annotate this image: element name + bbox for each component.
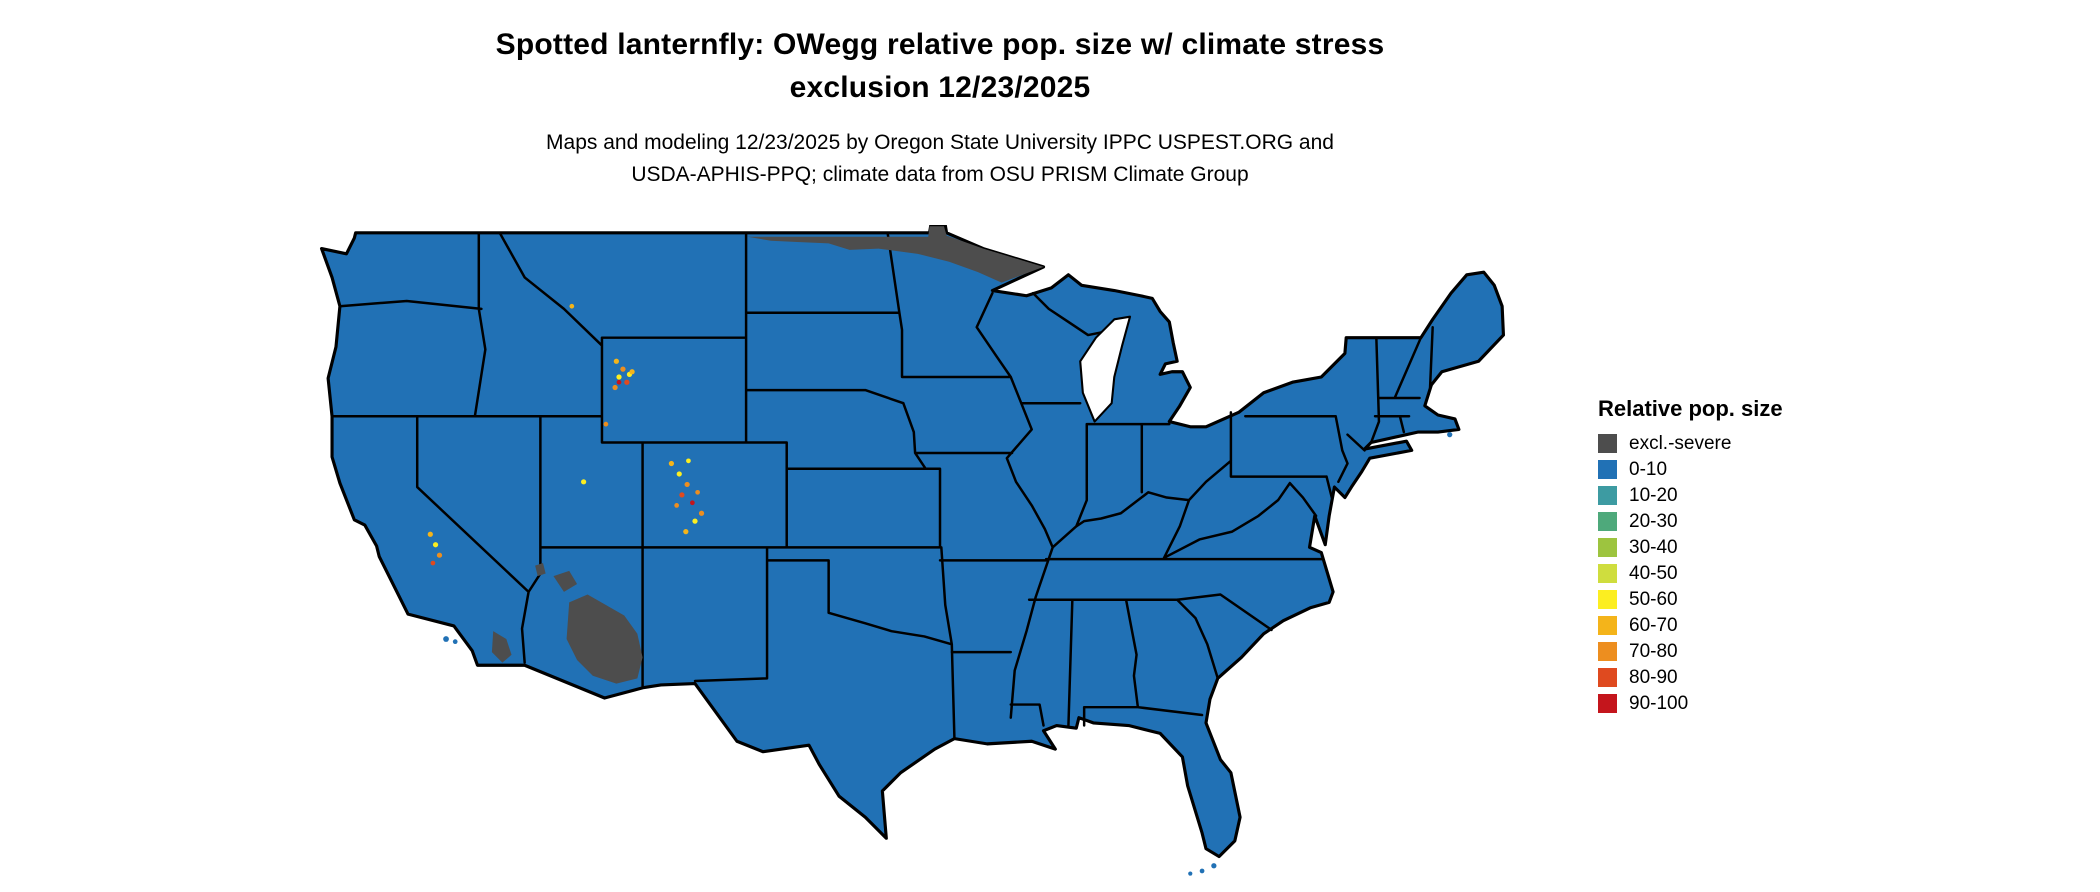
legend-item: 20-30	[1598, 512, 1898, 531]
legend-swatch	[1598, 616, 1617, 635]
legend-swatch	[1598, 486, 1617, 505]
legend-item-label: excl.-severe	[1629, 433, 1732, 454]
map-land	[319, 225, 1506, 859]
legend-item: 70-80	[1598, 642, 1898, 661]
state-borders	[330, 231, 1434, 740]
exclusion-nevada-speck	[535, 563, 546, 577]
exclusion-north-strip	[747, 226, 1044, 283]
hotspots-60-70	[427, 303, 689, 537]
legend-swatch	[1598, 668, 1617, 687]
legend: Relative pop. size excl.-severe 0-10 10-…	[1598, 396, 1898, 720]
legend-item-label: 90-100	[1629, 693, 1689, 714]
legend-item: 60-70	[1598, 616, 1898, 635]
hotspots-80-90	[430, 379, 685, 566]
hotspots-90-100	[616, 379, 695, 506]
legend-item-label: 80-90	[1629, 667, 1678, 688]
island-specks	[443, 432, 1453, 876]
figure-subtitle-line2: USDA-APHIS-PPQ; climate data from OSU PR…	[631, 162, 1249, 186]
legend-item: 10-20	[1598, 486, 1898, 505]
legend-item: 80-90	[1598, 668, 1898, 687]
legend-item-label: 60-70	[1629, 615, 1678, 636]
legend-item-label: 50-60	[1629, 589, 1678, 610]
legend-swatch	[1598, 564, 1617, 583]
us-map	[319, 225, 1506, 876]
legend-item: 40-50	[1598, 564, 1898, 583]
legend-swatch	[1598, 434, 1617, 453]
legend-swatch	[1598, 512, 1617, 531]
legend-swatch	[1598, 694, 1617, 713]
exclusion-regions	[491, 226, 1044, 684]
us-map-container	[315, 225, 1510, 880]
legend-title: Relative pop. size	[1598, 396, 1783, 421]
figure-subtitle: Maps and modeling 12/23/2025 by Oregon S…	[0, 127, 1880, 190]
hotspots-70-80	[436, 366, 705, 558]
figure-title-line2: exclusion 12/23/2025	[789, 70, 1091, 104]
exclusion-california-range	[491, 631, 512, 663]
legend-item: 0-10	[1598, 460, 1898, 479]
legend-item: excl.-severe	[1598, 434, 1898, 453]
legend-item-label: 10-20	[1629, 485, 1678, 506]
figure-subtitle-line1: Maps and modeling 12/23/2025 by Oregon S…	[546, 131, 1334, 155]
exclusion-arizona-nw	[553, 570, 578, 592]
figure-title: Spotted lanternfly: OWegg relative pop. …	[0, 24, 1880, 109]
figure-header: Spotted lanternfly: OWegg relative pop. …	[0, 24, 1880, 190]
figure-title-line1: Spotted lanternfly: OWegg relative pop. …	[495, 28, 1385, 61]
legend-swatch	[1598, 538, 1617, 557]
lake-michigan	[1079, 315, 1132, 423]
legend-item-label: 0-10	[1629, 459, 1668, 480]
legend-item: 90-100	[1598, 694, 1898, 713]
legend-item-label: 40-50	[1629, 563, 1678, 584]
legend-swatch	[1598, 460, 1617, 479]
legend-swatch	[1598, 642, 1617, 661]
legend-item-label: 20-30	[1629, 511, 1678, 532]
legend-item-label: 30-40	[1629, 537, 1678, 558]
exclusion-arizona	[566, 594, 643, 684]
legend-item: 50-60	[1598, 590, 1898, 609]
legend-item-label: 70-80	[1629, 641, 1678, 662]
legend-item: 30-40	[1598, 538, 1898, 557]
legend-swatch	[1598, 590, 1617, 609]
